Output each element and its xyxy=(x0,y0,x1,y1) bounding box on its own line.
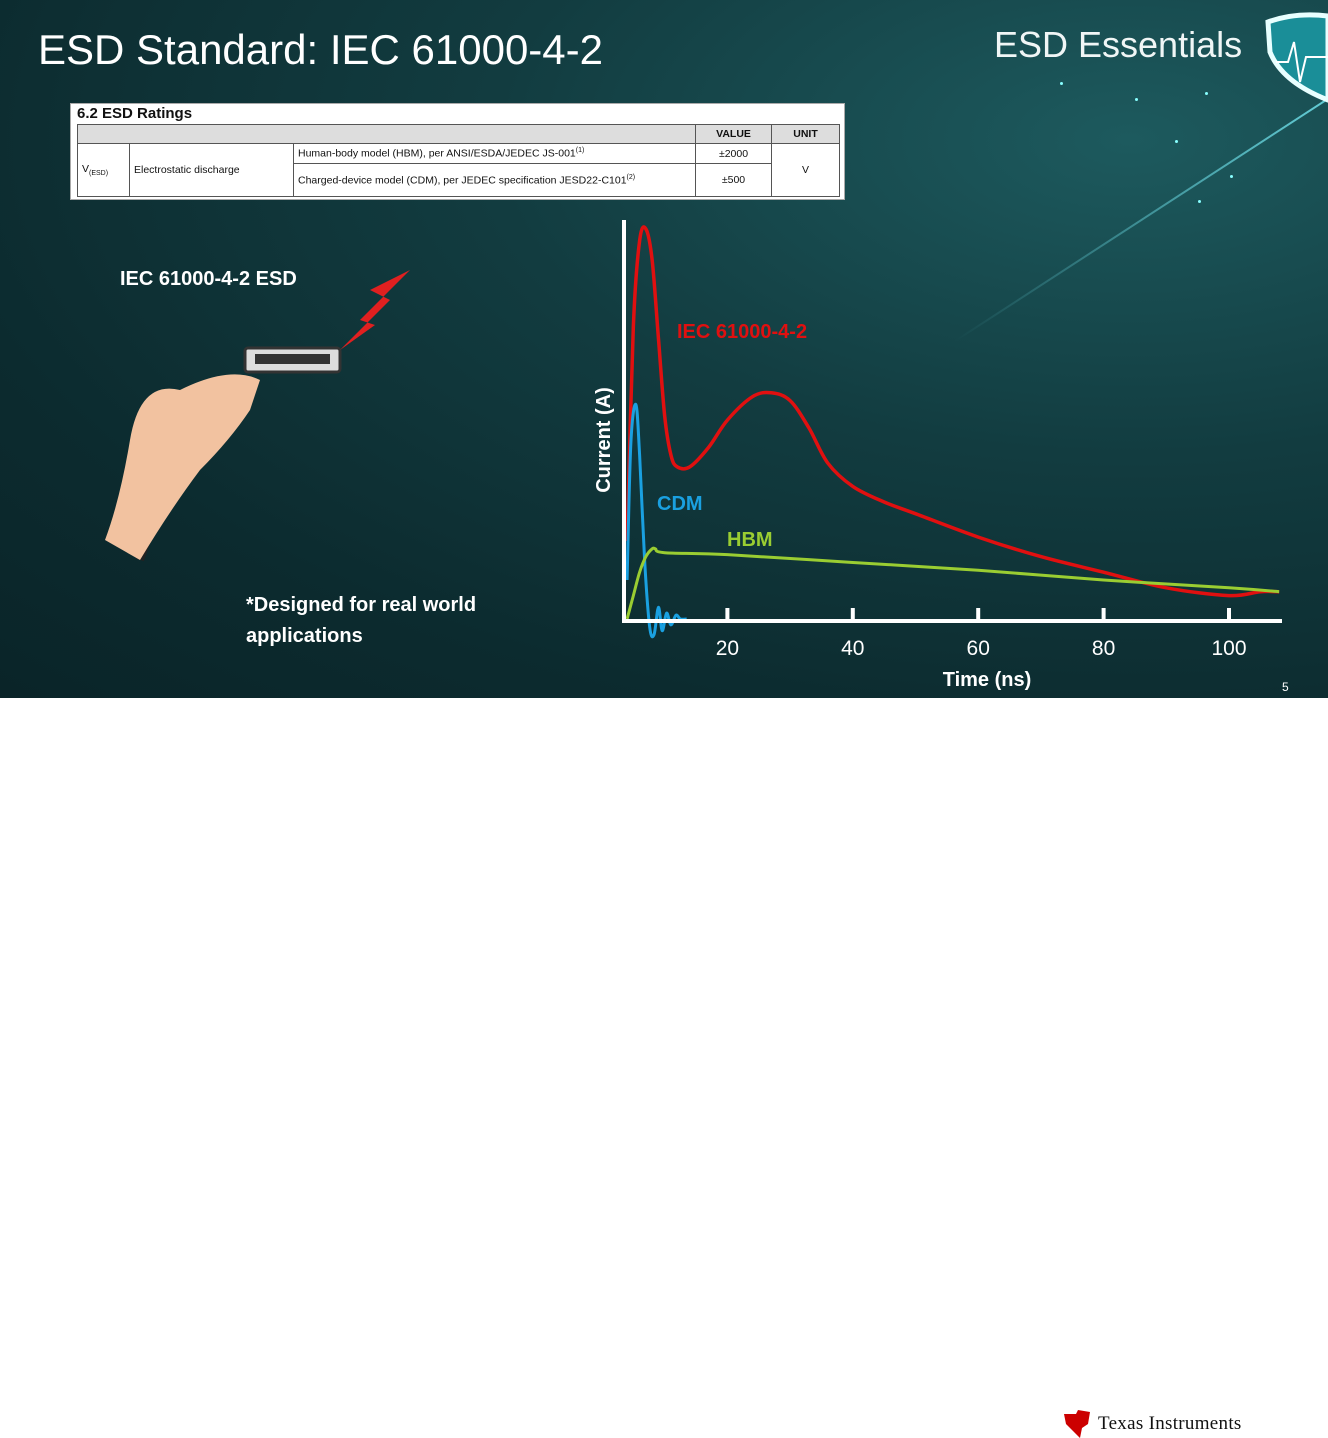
texas-instruments-logo: Texas Instruments xyxy=(1062,1410,1242,1438)
series-label-cdm: CDM xyxy=(657,493,703,515)
shield-heartbeat-icon xyxy=(1265,12,1328,103)
y-axis-label: Current (A) xyxy=(593,387,615,493)
table-row: Charged-device model (CDM), per JEDEC sp… xyxy=(293,163,696,197)
star-dot xyxy=(1198,200,1201,203)
value-cell: ±500 xyxy=(695,163,772,197)
symbol-cell: V(ESD) xyxy=(77,143,130,197)
footer-bar: Texas Instruments xyxy=(0,698,1328,1438)
x-tick-label: 80 xyxy=(1092,637,1115,660)
unit-cell: V xyxy=(771,143,840,197)
header-value: VALUE xyxy=(695,124,772,144)
x-tick-label: 60 xyxy=(967,637,990,660)
x-axis-label: Time (ns) xyxy=(943,669,1032,691)
brand-title: ESD Essentials xyxy=(994,24,1243,65)
series-label-iec: IEC 61000-4-2 xyxy=(677,321,807,343)
footnote-text: *Designed for real world applications xyxy=(246,594,477,647)
series-line-iec xyxy=(625,225,1280,598)
hand-holding-hdmi-cable-image xyxy=(105,270,410,562)
x-tick-label: 40 xyxy=(841,637,864,660)
table-caption: 6.2 ESD Ratings xyxy=(77,105,193,122)
page-number: 5 xyxy=(1282,680,1289,694)
x-tick-label: 100 xyxy=(1211,637,1246,660)
ti-state-icon xyxy=(1064,1410,1090,1438)
header-unit: UNIT xyxy=(771,124,840,144)
slide: ESD Standard: IEC 61000-4-2 ESD Essentia… xyxy=(0,0,1328,698)
x-tick-label: 20 xyxy=(716,637,739,660)
series-line-hbm xyxy=(625,546,1280,620)
star-dot xyxy=(1175,140,1178,143)
value-cell: ±2000 xyxy=(695,143,772,164)
star-dot xyxy=(1230,175,1233,178)
esd-waveform-chart: 20 40 60 80 100 Current (A) Time (ns) IEC 61… xyxy=(593,220,1282,691)
series-label-hbm: HBM xyxy=(727,529,773,551)
star-dot xyxy=(1060,82,1063,85)
slide-title: ESD Standard: IEC 61000-4-2 xyxy=(38,26,603,73)
series-line-cdm xyxy=(625,402,687,639)
esd-ratings-table: 6.2 ESD Ratings VALUE UNIT V(ESD) Electro… xyxy=(70,103,845,200)
star-dot xyxy=(1205,92,1208,95)
iec-label: IEC 61000-4-2 ESD xyxy=(120,268,297,290)
table-row: Human-body model (HBM), per ANSI/ESDA/JE… xyxy=(293,143,696,164)
star-dot xyxy=(1135,98,1138,101)
parameter-cell: Electrostatic discharge xyxy=(129,143,294,197)
